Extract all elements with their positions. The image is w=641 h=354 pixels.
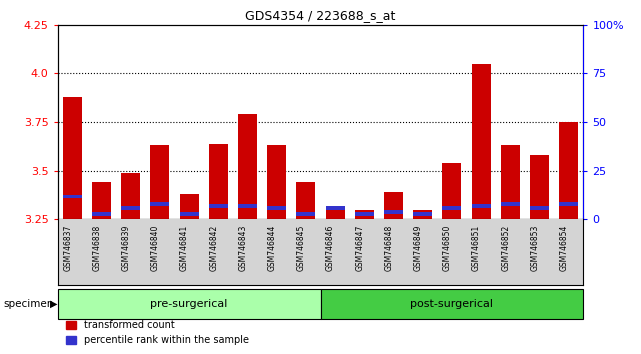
Text: GSM746847: GSM746847 [355, 225, 364, 271]
Text: GSM746853: GSM746853 [531, 225, 540, 271]
Bar [121, 206, 140, 210]
FancyBboxPatch shape [58, 289, 320, 319]
Bar [384, 210, 403, 214]
Bar [238, 204, 257, 208]
Bar [92, 212, 111, 216]
Bar [121, 173, 140, 219]
Text: GSM746838: GSM746838 [92, 225, 101, 271]
Bar [92, 183, 111, 219]
Text: GSM746837: GSM746837 [63, 225, 72, 271]
Text: GSM746854: GSM746854 [560, 225, 569, 271]
Text: GSM746852: GSM746852 [501, 225, 510, 271]
Bar [501, 202, 520, 206]
Bar [355, 210, 374, 219]
Bar [209, 143, 228, 219]
Text: ▶: ▶ [50, 298, 58, 309]
Text: GSM746849: GSM746849 [413, 225, 422, 271]
Bar [179, 194, 199, 219]
Text: GSM746843: GSM746843 [238, 225, 247, 271]
Text: GSM746848: GSM746848 [385, 225, 394, 271]
Bar [501, 145, 520, 219]
Bar [384, 192, 403, 219]
Bar [151, 145, 169, 219]
Text: GSM746844: GSM746844 [268, 225, 277, 271]
Bar [209, 204, 228, 208]
FancyBboxPatch shape [320, 289, 583, 319]
Text: GSM746840: GSM746840 [151, 225, 160, 271]
Bar [530, 206, 549, 210]
Bar [413, 210, 432, 219]
Text: post-surgerical: post-surgerical [410, 298, 494, 309]
Bar [326, 206, 345, 219]
Bar [442, 163, 462, 219]
Bar [267, 145, 286, 219]
Bar [530, 155, 549, 219]
Bar [238, 114, 257, 219]
Bar [267, 206, 286, 210]
Bar [413, 212, 432, 216]
Legend: transformed count, percentile rank within the sample: transformed count, percentile rank withi… [63, 316, 253, 349]
Text: pre-surgerical: pre-surgerical [151, 298, 228, 309]
Text: GSM746845: GSM746845 [297, 225, 306, 271]
Text: GSM746842: GSM746842 [210, 225, 219, 271]
Bar [63, 195, 82, 198]
Bar [151, 202, 169, 206]
Text: GSM746846: GSM746846 [326, 225, 335, 271]
Text: GSM746839: GSM746839 [122, 225, 131, 271]
Bar [326, 206, 345, 210]
Text: specimen: specimen [3, 298, 54, 309]
Text: GSM746851: GSM746851 [472, 225, 481, 271]
Bar [63, 97, 82, 219]
Bar [296, 212, 315, 216]
Bar [472, 64, 490, 219]
Text: GSM746841: GSM746841 [180, 225, 189, 271]
Text: GDS4354 / 223688_s_at: GDS4354 / 223688_s_at [246, 9, 395, 22]
Bar [296, 183, 315, 219]
Bar [559, 122, 578, 219]
Bar [442, 206, 462, 210]
Bar [179, 212, 199, 216]
Bar [472, 204, 490, 208]
Bar [355, 212, 374, 216]
Bar [559, 202, 578, 206]
Text: GSM746850: GSM746850 [443, 225, 452, 271]
